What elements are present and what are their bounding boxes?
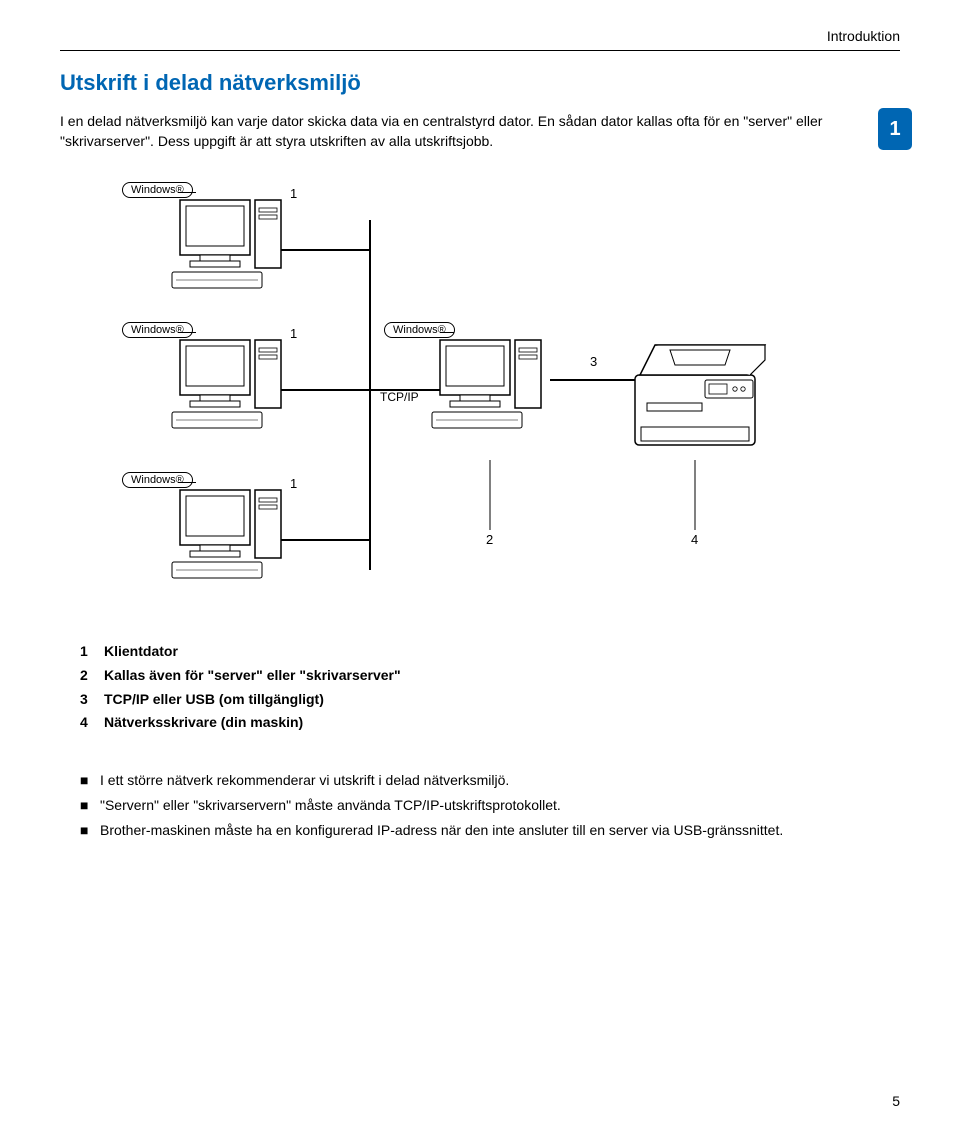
os-label-2: Windows® [122, 322, 193, 338]
os-label-1: Windows® [122, 182, 193, 198]
note-item: ■ Brother-maskinen måste ha en konfigure… [80, 820, 880, 841]
legend-num: 1 [80, 640, 104, 664]
os-conn-4 [440, 332, 454, 333]
os-label-3: Windows® [122, 472, 193, 488]
legend-text: Nätverksskrivare (din maskin) [104, 711, 303, 735]
note-item: ■ "Servern" eller "skrivarservern" måste… [80, 795, 880, 816]
diagram-svg [140, 180, 820, 620]
bullet-icon: ■ [80, 820, 100, 841]
page-number: 5 [892, 1093, 900, 1109]
num-client-1: 1 [290, 186, 297, 201]
note-item: ■ I ett större nätverk rekommenderar vi … [80, 770, 880, 791]
num-client-3: 1 [290, 476, 297, 491]
legend: 1 Klientdator 2 Kallas även för "server"… [80, 640, 401, 735]
header-section: Introduktion [827, 28, 900, 44]
num-client-2: 1 [290, 326, 297, 341]
bullet-icon: ■ [80, 795, 100, 816]
note-text: I ett större nätverk rekommenderar vi ut… [100, 770, 509, 791]
legend-num: 2 [80, 664, 104, 688]
os-conn-2 [178, 332, 196, 333]
legend-text: TCP/IP eller USB (om tillgängligt) [104, 688, 324, 712]
legend-num: 3 [80, 688, 104, 712]
legend-text: Kallas även för "server" eller "skrivars… [104, 664, 401, 688]
chapter-tab: 1 [878, 108, 912, 150]
legend-row: 3 TCP/IP eller USB (om tillgängligt) [80, 688, 401, 712]
header-rule [60, 50, 900, 51]
legend-row: 4 Nätverksskrivare (din maskin) [80, 711, 401, 735]
tcpip-label: TCP/IP [380, 390, 419, 404]
bullet-icon: ■ [80, 770, 100, 791]
num-printer: 4 [691, 532, 698, 547]
num-server: 2 [486, 532, 493, 547]
network-diagram: Windows® Windows® Windows® Windows® 1 1 … [140, 180, 820, 620]
legend-row: 2 Kallas även för "server" eller "skriva… [80, 664, 401, 688]
os-label-4: Windows® [384, 322, 455, 338]
num-usb: 3 [590, 354, 597, 369]
intro-paragraph: I en delad nätverksmiljö kan varje dator… [60, 112, 850, 151]
page-title: Utskrift i delad nätverksmiljö [60, 70, 361, 96]
note-text: Brother-maskinen måste ha en konfigurera… [100, 820, 783, 841]
os-conn-1 [178, 192, 196, 193]
legend-text: Klientdator [104, 640, 178, 664]
note-text: "Servern" eller "skrivarservern" måste a… [100, 795, 561, 816]
legend-row: 1 Klientdator [80, 640, 401, 664]
legend-num: 4 [80, 711, 104, 735]
os-conn-3 [178, 482, 196, 483]
notes-list: ■ I ett större nätverk rekommenderar vi … [80, 770, 880, 845]
